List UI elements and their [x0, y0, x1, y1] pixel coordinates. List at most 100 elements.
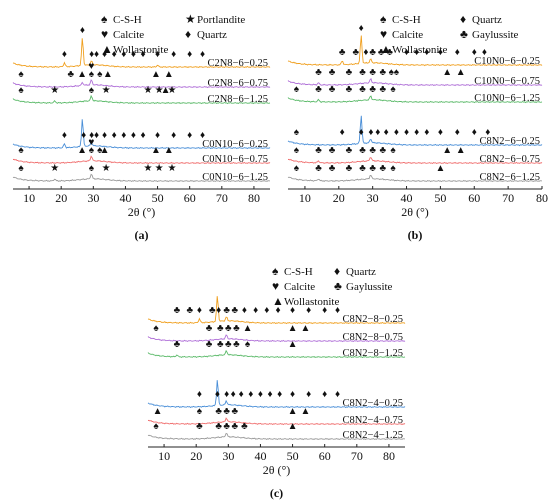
- phase-marker: ♦: [197, 389, 202, 400]
- x-tick-label: 70: [502, 191, 514, 205]
- phase-marker: ▲: [243, 323, 253, 334]
- legend-label: C-S-H: [392, 14, 421, 26]
- phase-marker: ♦: [277, 389, 282, 400]
- phase-marker: ▲: [151, 69, 161, 80]
- phase-marker: ♦: [62, 49, 67, 60]
- x-tick-label: 70: [351, 449, 363, 463]
- series-line: [12, 79, 271, 89]
- legend-symbol: ♠: [272, 264, 279, 278]
- series-line: [147, 334, 406, 343]
- phase-marker: ♦: [438, 47, 443, 58]
- phase-marker: ♦: [155, 130, 160, 141]
- legend-item: ♣ Gaylussite: [334, 279, 393, 293]
- x-tick-label: 40: [254, 449, 266, 463]
- phase-marker: ★: [102, 85, 111, 96]
- phase-marker: ♠: [89, 145, 95, 156]
- phase-marker: ★: [155, 163, 164, 174]
- series-6: ♠ ♣ ♣ ♣ ♣ ♣ ♣ ♠ ▲C8N2−6−1.25: [287, 163, 543, 183]
- legend-symbol: ♥: [272, 279, 279, 293]
- phase-marker: ♣: [315, 163, 322, 174]
- series-3: ♣ ♣ ♣ ♣ ♣ ♠ ▲C8N2−8−1.25: [147, 339, 406, 359]
- phase-marker: ♣: [380, 67, 387, 78]
- phase-marker: ♣: [206, 323, 213, 334]
- phase-marker: ♣: [233, 339, 240, 350]
- phase-marker: ♣: [233, 323, 240, 334]
- legend-label: C-S-H: [284, 266, 313, 278]
- phase-marker: ♦: [404, 47, 409, 58]
- phase-marker: ♣: [380, 145, 387, 156]
- x-tick-label: 10: [158, 449, 170, 463]
- phase-marker: ♦: [187, 49, 192, 60]
- legend-label: Wollastonite: [113, 44, 168, 56]
- phase-marker: ♦: [322, 305, 327, 316]
- phase-marker: ♣: [315, 84, 322, 95]
- phase-marker: ♠: [294, 127, 300, 138]
- phase-marker: ♣: [209, 305, 216, 316]
- phase-marker: ▲: [300, 323, 310, 334]
- phase-marker: ♦: [80, 25, 85, 36]
- phase-marker: ♦: [171, 49, 176, 60]
- phase-marker: ♠: [89, 69, 95, 80]
- phase-marker: ♦: [102, 49, 107, 60]
- phase-marker: ♦: [455, 127, 460, 138]
- x-tick-label: 40: [401, 191, 413, 205]
- series-line: [147, 296, 406, 325]
- phase-marker: ♣: [217, 323, 224, 334]
- series-5: ♠ ♣ ♣ ♣ ♣ ♣ ♣ ♠ ▲ ▲C8N2−6−0.75: [287, 145, 543, 165]
- phase-marker: ♦: [141, 130, 146, 141]
- legend-label: Calcite: [284, 281, 315, 293]
- phase-marker: ♦: [112, 130, 117, 141]
- phase-marker: ★: [143, 85, 152, 96]
- legend-label: Quartz: [197, 29, 227, 41]
- legend-item: ▲ Wollastonite: [272, 294, 339, 308]
- phase-marker: ♣: [231, 421, 238, 432]
- series-line: [147, 417, 406, 426]
- chart-panel-1: ♠ C-S-H ★ Portlandite♥ Calcite ♦ Quartz▲ Wollas…: [12, 12, 271, 242]
- phase-marker: ♦: [359, 23, 364, 34]
- phase-marker: ♣: [369, 145, 376, 156]
- panel-label: (c): [270, 486, 283, 500]
- phase-marker: ♦: [89, 130, 94, 141]
- series-2: ♠ ♣ ♣ ♣ ♣ ▲ ▲ ▲C8N2−8−0.75: [147, 323, 406, 343]
- panel-label: (a): [135, 228, 149, 242]
- phase-marker: ★: [50, 85, 59, 96]
- legend-label: Gaylussite: [346, 281, 393, 293]
- series-label: C10N0−6−0.25: [474, 56, 540, 67]
- legend-label: Wollastonite: [392, 44, 447, 56]
- phase-marker: ♠: [245, 339, 251, 350]
- legend: ♠ C-S-H ♦ Quartz ♥ Calcite ♣ Gaylussite ▲ Wollast…: [272, 264, 393, 308]
- legend-label: Portlandite: [197, 14, 245, 26]
- legend-symbol: ▲: [380, 42, 392, 56]
- x-axis: 10 20 30 40 50 60 70 80 2θ (°): [288, 186, 548, 219]
- phase-marker: ♦: [394, 127, 399, 138]
- x-tick-label: 20: [333, 191, 345, 205]
- series-3: ♠ ★ ♠ ★ ★ ★ ★▲C2N8−6−1.25: [12, 85, 271, 105]
- phase-marker: ♠: [89, 163, 95, 174]
- legend-item: ♠ C-S-H: [101, 12, 142, 26]
- x-axis-title: 2θ (°): [128, 205, 156, 219]
- phase-marker: ♣: [386, 47, 393, 58]
- phase-marker: ♣: [68, 69, 75, 80]
- series-label: C8N2−4−0.75: [342, 415, 403, 426]
- x-tick-label: 50: [152, 191, 164, 205]
- series-line: [12, 173, 271, 183]
- series-1: ♦♦ ♦ ♦ ♦ ♦ ♦ ♦ ♦ ♦ ♦ ♦ ♦C2N8−6−0.25: [12, 25, 271, 69]
- phase-marker: ♣: [329, 163, 336, 174]
- phase-marker: ♠: [18, 69, 24, 80]
- series-label: C0N10−6−1.25: [202, 172, 268, 183]
- phase-marker: ♣: [223, 305, 230, 316]
- legend-item: ♦ Quartz: [185, 27, 227, 41]
- x-axis: 10 20 30 40 50 60 70 80 2θ (°): [148, 444, 405, 477]
- phase-marker: ♦: [424, 47, 429, 58]
- phase-marker: ♦: [224, 389, 229, 400]
- phase-marker: ▲: [164, 145, 174, 156]
- phase-marker: ▲: [288, 339, 298, 350]
- phase-marker: ♣: [174, 305, 181, 316]
- series-label: C8N2−8−0.75: [342, 332, 403, 343]
- phase-marker: ▲: [456, 145, 466, 156]
- phase-marker: ▲: [288, 406, 298, 417]
- phase-marker: ♣: [359, 163, 366, 174]
- series-line: [147, 349, 406, 359]
- phase-marker: ▲: [300, 406, 310, 417]
- phase-marker: ♣: [369, 47, 376, 58]
